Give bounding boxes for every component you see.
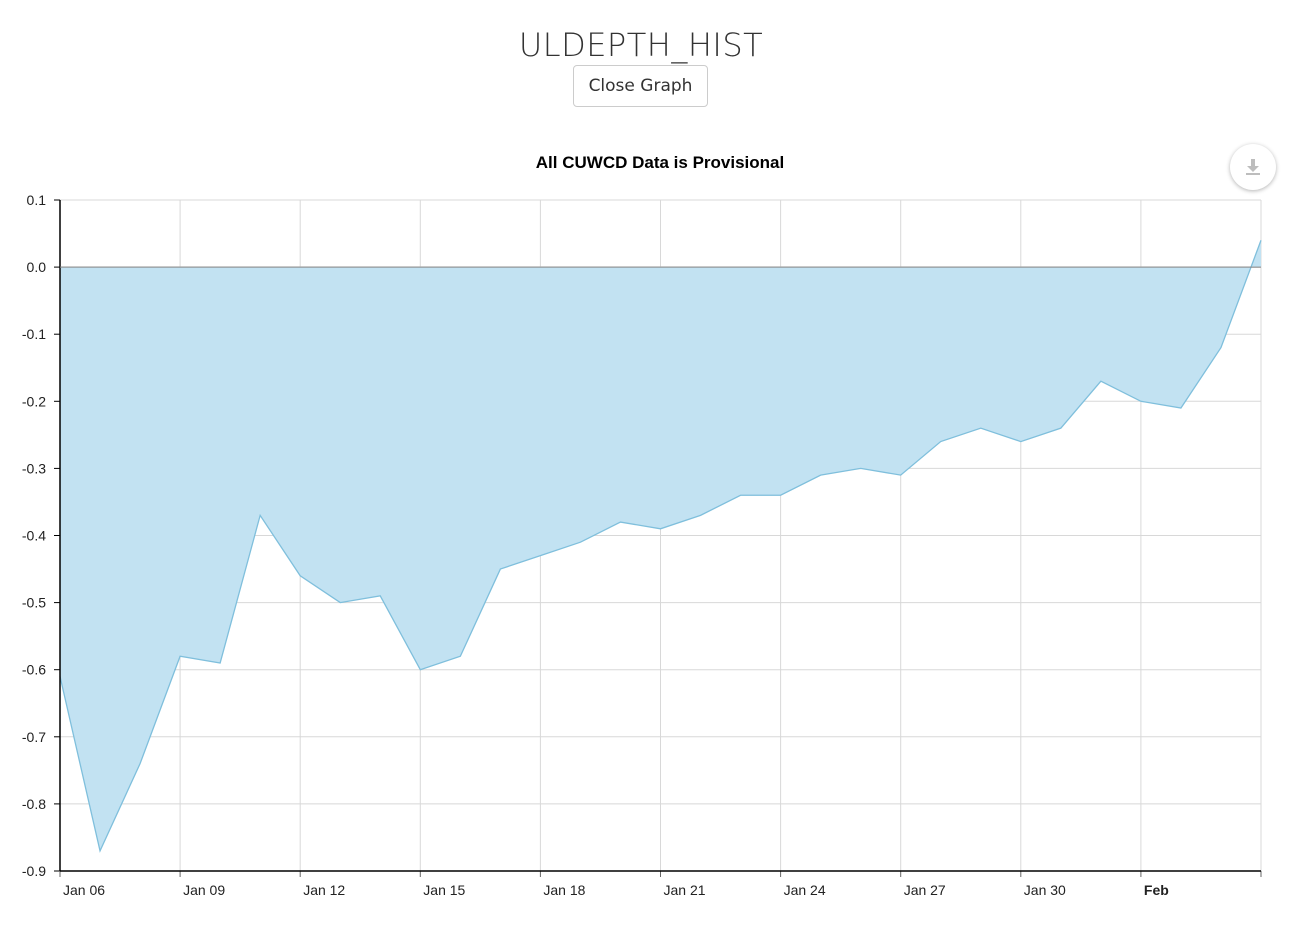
data-point[interactable]: [178, 654, 182, 658]
data-point[interactable]: [298, 574, 302, 578]
x-tick-label: Jan 27: [904, 882, 946, 898]
series-area: [60, 240, 1261, 851]
y-tick-label: -0.3: [22, 460, 46, 476]
data-point[interactable]: [458, 654, 462, 658]
data-point[interactable]: [98, 849, 102, 853]
data-point[interactable]: [138, 762, 142, 766]
data-point[interactable]: [1219, 346, 1223, 350]
x-tick-label: Jan 21: [664, 882, 706, 898]
data-point[interactable]: [418, 668, 422, 672]
data-point[interactable]: [1019, 440, 1023, 444]
data-point[interactable]: [819, 473, 823, 477]
data-point[interactable]: [498, 567, 502, 571]
y-tick-label: -0.4: [22, 528, 46, 544]
data-point[interactable]: [618, 520, 622, 524]
x-tick-label: Jan 30: [1024, 882, 1066, 898]
x-tick-label: Jan 12: [303, 882, 345, 898]
y-tick-label: -0.1: [22, 326, 46, 342]
y-tick-label: -0.8: [22, 796, 46, 812]
data-point[interactable]: [338, 601, 342, 605]
y-tick-label: 0.0: [27, 259, 47, 275]
data-point[interactable]: [979, 426, 983, 430]
series-line: [59, 240, 1262, 853]
x-tick-label: Jan 06: [63, 882, 105, 898]
data-point[interactable]: [378, 594, 382, 598]
y-tick-label: -0.7: [22, 729, 46, 745]
data-point[interactable]: [699, 513, 703, 517]
x-tick-label: Feb: [1144, 882, 1169, 898]
data-point[interactable]: [218, 661, 222, 665]
data-point[interactable]: [859, 466, 863, 470]
chart-title: All CUWCD Data is Provisional: [535, 153, 785, 172]
x-tick-label: Jan 24: [784, 882, 826, 898]
x-tick-label: Jan 15: [423, 882, 465, 898]
page-title: ULDEPTH_HIST: [518, 26, 764, 64]
data-point[interactable]: [779, 493, 783, 497]
y-tick-label: -0.2: [22, 393, 46, 409]
data-point[interactable]: [939, 440, 943, 444]
y-tick-label: -0.9: [22, 863, 46, 879]
close-graph-button[interactable]: Close Graph: [573, 65, 708, 107]
download-icon: [1246, 159, 1260, 175]
data-point[interactable]: [1139, 399, 1143, 403]
data-point[interactable]: [659, 527, 663, 531]
data-point[interactable]: [538, 554, 542, 558]
data-point[interactable]: [1179, 406, 1183, 410]
x-tick-label: Jan 09: [183, 882, 225, 898]
y-tick-label: -0.5: [22, 595, 46, 611]
download-button[interactable]: [1230, 144, 1276, 190]
y-tick-label: -0.6: [22, 662, 46, 678]
y-tick-label: 0.1: [27, 192, 47, 208]
data-point[interactable]: [1059, 426, 1063, 430]
data-point[interactable]: [899, 473, 903, 477]
data-point[interactable]: [258, 513, 262, 517]
data-point[interactable]: [578, 540, 582, 544]
data-point[interactable]: [58, 674, 62, 678]
data-point[interactable]: [1259, 238, 1263, 242]
x-tick-label: Jan 18: [543, 882, 585, 898]
data-point[interactable]: [739, 493, 743, 497]
data-point[interactable]: [1099, 379, 1103, 383]
